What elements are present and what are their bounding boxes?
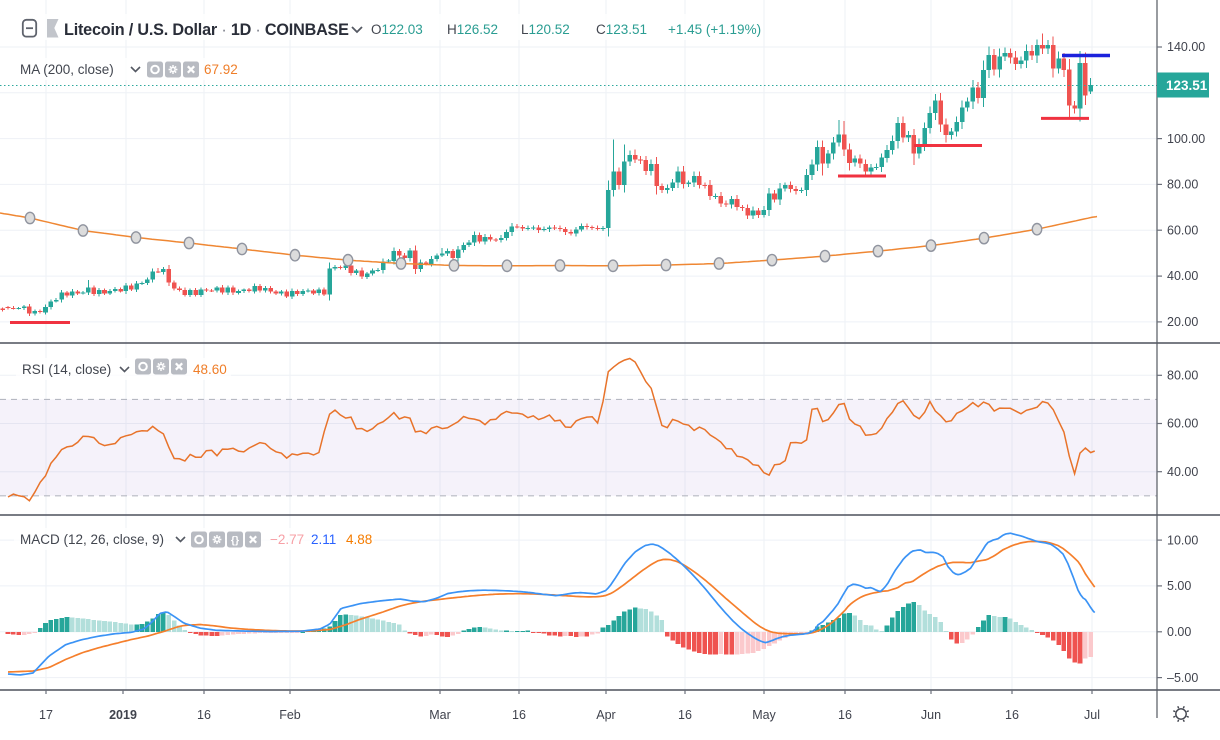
svg-text:40.00: 40.00 [1167,465,1198,479]
svg-text:123.51: 123.51 [1166,78,1208,93]
svg-text:48.60: 48.60 [193,362,227,377]
svg-text:80.00: 80.00 [1167,369,1198,383]
svg-text:5.00: 5.00 [1167,579,1191,593]
svg-text:2019: 2019 [109,708,137,722]
svg-text:16: 16 [838,708,852,722]
svg-text:100.00: 100.00 [1167,132,1205,146]
svg-text:4.88: 4.88 [346,532,372,547]
svg-text:Mar: Mar [429,708,451,722]
svg-text:60.00: 60.00 [1167,417,1198,431]
svg-text:67.92: 67.92 [204,62,238,77]
svg-text:20.00: 20.00 [1167,315,1198,329]
svg-text:40.00: 40.00 [1167,269,1198,283]
svg-text:May: May [752,708,776,722]
svg-text:16: 16 [512,708,526,722]
svg-text:60.00: 60.00 [1167,223,1198,237]
svg-text:RSI (14, close): RSI (14, close) [22,362,111,377]
svg-text:{}: {} [231,534,239,546]
svg-text:Jun: Jun [921,708,941,722]
svg-text:Feb: Feb [279,708,301,722]
svg-text:2.11: 2.11 [311,532,336,547]
svg-text:0.00: 0.00 [1167,625,1191,639]
svg-text:Jul: Jul [1084,708,1100,722]
svg-text:Apr: Apr [596,708,615,722]
svg-text:16: 16 [678,708,692,722]
svg-text:−2.77: −2.77 [270,532,304,547]
svg-text:Litecoin / U.S. Dollar · 1D ·: Litecoin / U.S. Dollar · 1D · COINBASE [64,21,349,39]
svg-text:80.00: 80.00 [1167,178,1198,192]
svg-text:17: 17 [39,708,53,722]
svg-text:16: 16 [1005,708,1019,722]
svg-text:MACD (12, 26, close, 9): MACD (12, 26, close, 9) [20,532,164,547]
svg-text:16: 16 [197,708,211,722]
svg-text:10.00: 10.00 [1167,533,1198,547]
svg-text:–5.00: –5.00 [1167,671,1198,685]
svg-text:140.00: 140.00 [1167,40,1205,54]
svg-text:MA (200, close): MA (200, close) [20,62,114,77]
